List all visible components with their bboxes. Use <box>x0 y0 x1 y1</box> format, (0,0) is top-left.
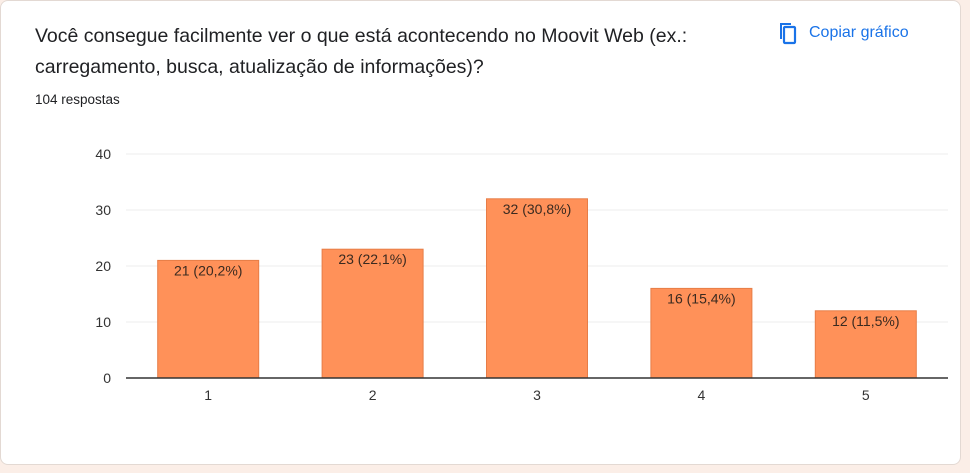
bar-chart: 0 10 20 30 40 21 (20,2%) 1 23 (22,1%) 2 32 (30,8%… <box>95 146 948 403</box>
x-tick-label: 2 <box>369 387 377 403</box>
y-tick-label: 20 <box>95 258 111 274</box>
bar <box>157 259 260 379</box>
question-title: Você consegue facilmente ver o que está … <box>35 25 688 78</box>
y-tick-label: 10 <box>95 314 111 330</box>
y-tick-label: 30 <box>95 202 111 218</box>
response-count: 104 respostas <box>35 92 120 107</box>
x-tick-label: 3 <box>533 387 541 403</box>
x-tick-label: 5 <box>862 387 870 403</box>
bar-data-label: 16 (15,4%) <box>667 290 735 306</box>
copy-chart-button[interactable]: Copiar gráfico <box>767 15 917 51</box>
bar <box>650 287 753 379</box>
y-tick-label: 40 <box>95 146 111 162</box>
x-tick-label: 1 <box>204 387 212 403</box>
bar-data-label: 12 (11,5%) <box>832 313 899 329</box>
bar-data-label: 23 (22,1%) <box>338 251 406 267</box>
copy-icon <box>775 21 797 45</box>
bar <box>486 198 588 379</box>
copy-chart-label: Copiar gráfico <box>809 24 909 41</box>
x-tick-label: 4 <box>698 387 706 403</box>
bar-data-label: 21 (20,2%) <box>174 262 242 278</box>
y-tick-label: 0 <box>103 370 111 386</box>
bar-data-label: 32 (30,8%) <box>503 201 571 217</box>
bar <box>321 248 424 379</box>
bar <box>814 310 917 379</box>
chart-card: Você consegue facilmente ver o que está … <box>0 0 961 465</box>
